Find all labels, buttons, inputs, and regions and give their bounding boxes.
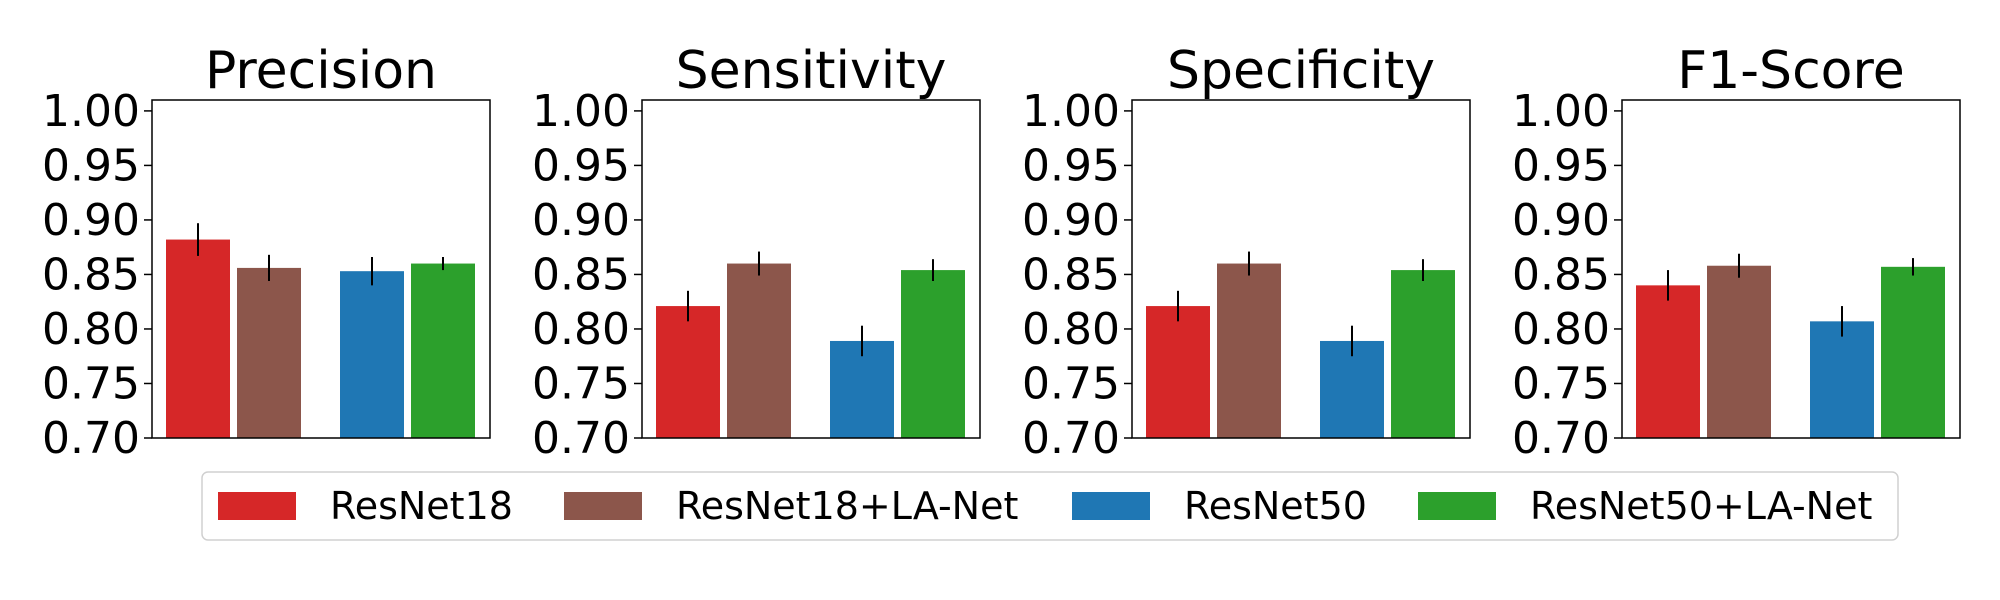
y-tick-label: 1.00 [1022, 86, 1120, 137]
bar-resnet50-la-net [411, 263, 475, 438]
legend-swatch [564, 492, 642, 520]
legend-label: ResNet50+LA-Net [1530, 484, 1872, 528]
y-tick-label: 0.85 [1512, 249, 1610, 300]
y-tick-label: 1.00 [532, 86, 630, 137]
y-tick-label: 0.90 [42, 195, 140, 246]
bar-resnet18 [166, 239, 230, 438]
y-tick-label: 1.00 [1512, 86, 1610, 137]
y-tick-label: 0.75 [42, 358, 140, 409]
y-tick-label: 0.90 [1022, 195, 1120, 246]
bar-resnet18 [1636, 285, 1700, 438]
panel-sensitivity: Sensitivity 0.700.750.800.850.900.951.00 [532, 41, 981, 464]
y-tick-label: 1.00 [42, 86, 140, 137]
legend-label: ResNet18+LA-Net [676, 484, 1018, 528]
y-tick-label: 0.75 [1022, 358, 1120, 409]
bar-resnet50 [830, 340, 894, 438]
y-tick-label: 0.90 [532, 195, 630, 246]
legend-swatch [218, 492, 296, 520]
legend-swatch [1072, 492, 1150, 520]
bar-resnet50 [340, 271, 404, 438]
bar-resnet18-la-net [1217, 263, 1281, 438]
y-tick-label: 0.90 [1512, 195, 1610, 246]
bar-resnet50 [1810, 321, 1874, 438]
axes-frame [1131, 99, 1471, 439]
y-tick-label: 0.75 [532, 358, 630, 409]
axes-frame [1621, 99, 1961, 439]
legend-label: ResNet18 [330, 484, 513, 528]
bar-resnet50 [1320, 340, 1384, 438]
y-tick-label: 0.85 [532, 249, 630, 300]
bar-resnet18-la-net [237, 267, 301, 438]
y-tick-label: 0.70 [1512, 413, 1610, 464]
y-tick-label: 0.95 [42, 140, 140, 191]
legend-box [201, 471, 1899, 541]
y-tick-label: 0.80 [532, 304, 630, 355]
legend: ResNet18 ResNet18+LA-Net ResNet50 ResNet50+… [201, 471, 1899, 541]
y-tick-label: 0.85 [42, 249, 140, 300]
y-tick-label: 0.85 [1022, 249, 1120, 300]
bar-resnet18 [1146, 306, 1210, 438]
chart-title: Precision [205, 41, 437, 101]
y-tick-label: 0.70 [532, 413, 630, 464]
axes-frame [151, 99, 491, 439]
bar-resnet18-la-net [727, 263, 791, 438]
bar-resnet18 [656, 306, 720, 438]
y-tick-label: 0.70 [1022, 413, 1120, 464]
y-tick-label: 0.95 [1022, 140, 1120, 191]
chart-title: Specificity [1167, 41, 1435, 101]
axes-frame [641, 99, 981, 439]
panel-precision: Precision 0.700.750.800.850.900.951.00 [42, 41, 491, 464]
y-tick-label: 0.80 [42, 304, 140, 355]
chart-title: F1-Score [1677, 41, 1904, 101]
panel-f1-score: F1-Score 0.700.750.800.850.900.951.00 [1512, 41, 1961, 464]
chart-panels: Precision0.700.750.800.850.900.951.00Sen… [42, 41, 1961, 464]
y-tick-label: 0.95 [1512, 140, 1610, 191]
legend-label: ResNet50 [1184, 484, 1367, 528]
bar-resnet50-la-net [901, 270, 965, 438]
bar-resnet50-la-net [1391, 270, 1455, 438]
y-tick-label: 0.80 [1512, 304, 1610, 355]
bar-resnet50-la-net [1881, 266, 1945, 438]
y-tick-label: 0.95 [532, 140, 630, 191]
legend-swatch [1418, 492, 1496, 520]
panel-specificity: Specificity 0.700.750.800.850.900.951.00 [1022, 41, 1471, 464]
y-tick-label: 0.80 [1022, 304, 1120, 355]
y-tick-label: 0.75 [1512, 358, 1610, 409]
bar-resnet18-la-net [1707, 265, 1771, 438]
y-tick-label: 0.70 [42, 413, 140, 464]
chart-title: Sensitivity [676, 41, 947, 101]
